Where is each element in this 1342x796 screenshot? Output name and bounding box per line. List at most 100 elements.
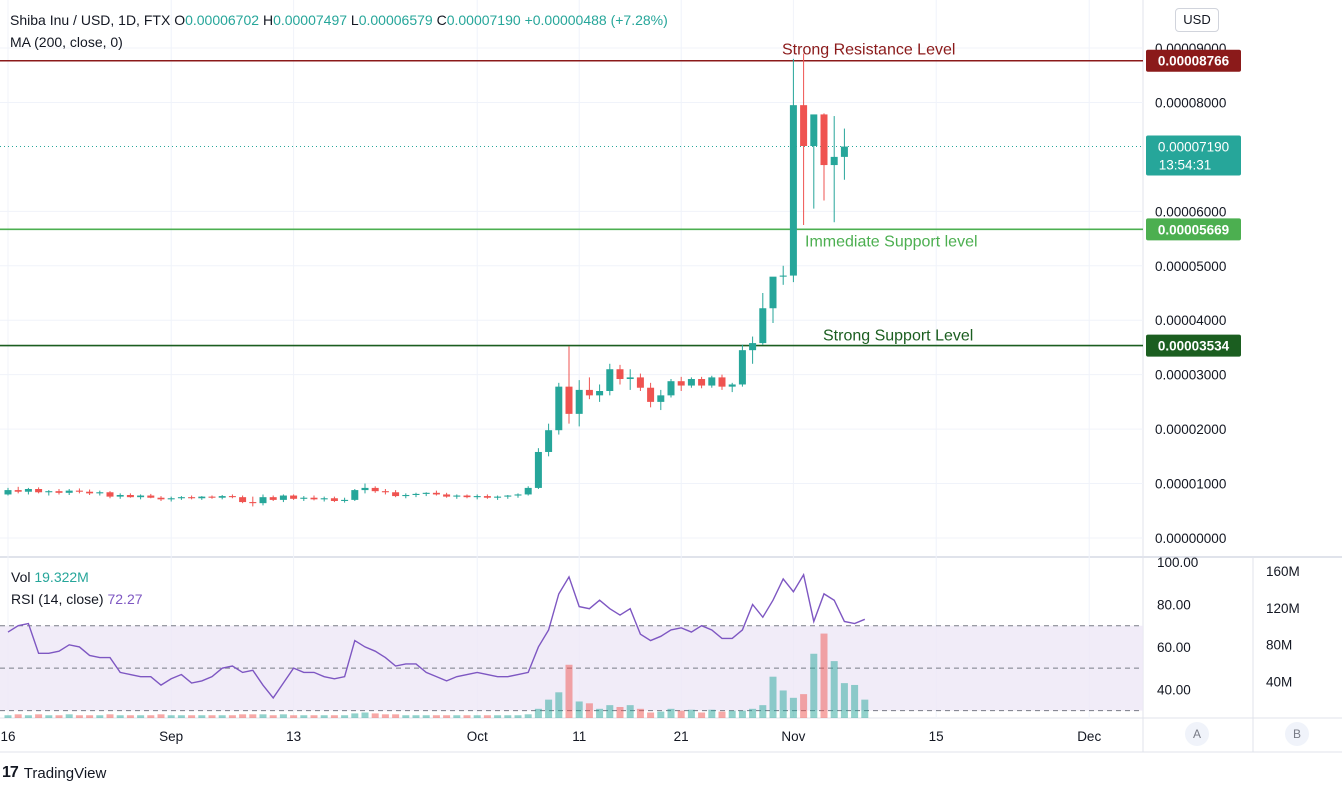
- candle-body: [259, 497, 267, 504]
- candle-body: [279, 495, 287, 500]
- candle: [290, 494, 298, 500]
- time-tick-label: 21: [674, 729, 689, 744]
- volume-bar: [432, 715, 440, 718]
- candle-body: [157, 497, 165, 500]
- candle: [769, 276, 777, 323]
- volume-bar: [585, 703, 593, 718]
- candle-body: [738, 350, 746, 385]
- candle-body: [208, 496, 216, 498]
- time-tick-label: 16: [0, 729, 15, 744]
- symbol-title[interactable]: Shiba Inu / USD, 1D, FTX: [10, 12, 171, 28]
- candle-body: [718, 377, 726, 387]
- resistance-line-price-tag: [1146, 49, 1241, 72]
- candle: [310, 495, 318, 501]
- log-scale-button[interactable]: B: [1285, 722, 1309, 746]
- ma-legend[interactable]: MA (200, close, 0): [10, 34, 123, 50]
- bar-countdown-text: 13:54:31: [1159, 158, 1212, 173]
- volume-bar: [851, 684, 859, 718]
- candle: [422, 492, 430, 497]
- candle: [4, 487, 12, 496]
- candle: [65, 489, 73, 495]
- volume-bar: [361, 712, 369, 718]
- candle-body: [677, 381, 685, 386]
- price-tick-label: 0.00005000: [1155, 259, 1226, 274]
- volume-tick-label: 80M: [1266, 638, 1292, 653]
- candle-body: [45, 491, 53, 493]
- price-tick-label: 0.00006000: [1155, 204, 1226, 219]
- auto-scale-button[interactable]: A: [1185, 722, 1209, 746]
- rsi-last-value: 72.27: [107, 591, 143, 607]
- candle-body: [4, 490, 12, 495]
- candle: [585, 377, 593, 400]
- candle: [453, 494, 461, 499]
- volume-bar: [422, 715, 430, 718]
- candle-body: [575, 389, 583, 414]
- candle: [371, 486, 379, 493]
- candle: [606, 363, 614, 396]
- candle: [728, 382, 736, 393]
- volume-bar: [147, 715, 155, 718]
- rsi-tick-label: 80.00: [1157, 597, 1191, 612]
- volume-bar: [310, 715, 318, 718]
- volume-bar: [728, 710, 736, 718]
- candle: [749, 336, 757, 364]
- candle: [687, 377, 695, 388]
- candle-body: [555, 386, 563, 431]
- strong-support-line-label: Strong Support Level: [823, 328, 973, 345]
- candle-body: [14, 490, 22, 492]
- candle: [494, 495, 502, 500]
- candle: [259, 494, 267, 506]
- candle-body: [177, 497, 185, 499]
- change-value: +0.00000488 (+7.28%): [524, 12, 668, 28]
- volume-bar: [35, 714, 43, 718]
- volume-bar: [341, 715, 349, 718]
- volume-bar: [545, 699, 553, 718]
- time-tick-label: Sep: [159, 729, 183, 744]
- volume-bar: [24, 715, 32, 718]
- high-label: H: [262, 12, 274, 28]
- rsi-tick-label: 100.00: [1157, 555, 1198, 570]
- candle-body: [585, 389, 593, 396]
- candle: [810, 114, 818, 209]
- candle-body: [616, 369, 624, 380]
- candle: [157, 496, 165, 501]
- volume-bar: [647, 712, 655, 718]
- price-tick-label: 0.00002000: [1155, 422, 1226, 437]
- volume-bar: [555, 692, 563, 718]
- candle-body: [341, 499, 349, 501]
- resistance-line-label: Strong Resistance Level: [782, 42, 955, 59]
- volume-bar: [290, 715, 298, 718]
- candle-body: [320, 498, 328, 500]
- candle-body: [483, 496, 491, 498]
- candle-body: [647, 387, 655, 402]
- currency-button[interactable]: USD: [1175, 8, 1219, 32]
- tradingview-logo[interactable]: 17 TradingView: [2, 764, 106, 782]
- candle: [759, 293, 767, 345]
- candle: [514, 493, 522, 498]
- rsi-legend[interactable]: RSI (14, close) 72.27: [11, 591, 143, 607]
- candle: [330, 496, 338, 503]
- candle-body: [463, 495, 471, 498]
- volume-bar: [208, 715, 216, 718]
- volume-tick-label: 160M: [1266, 564, 1300, 579]
- volume-bar: [667, 708, 675, 718]
- candle: [636, 373, 644, 391]
- volume-bar: [779, 690, 787, 718]
- candle: [188, 495, 196, 500]
- volume-bar: [494, 715, 502, 718]
- volume-bar: [473, 715, 481, 718]
- immediate-support-line-label: Immediate Support level: [805, 233, 978, 250]
- candle-body: [810, 114, 818, 146]
- candle-body: [167, 498, 175, 500]
- volume-bar: [106, 714, 114, 718]
- volume-legend[interactable]: Vol 19.322M: [11, 569, 89, 585]
- candle: [106, 491, 114, 499]
- candle-body: [392, 492, 400, 497]
- candle: [341, 497, 349, 503]
- candle: [269, 495, 277, 501]
- candle-body: [789, 105, 797, 276]
- resistance-line-price-text: 0.00008766: [1158, 54, 1230, 69]
- candle: [320, 496, 328, 502]
- volume-last-value: 19.322M: [34, 569, 89, 585]
